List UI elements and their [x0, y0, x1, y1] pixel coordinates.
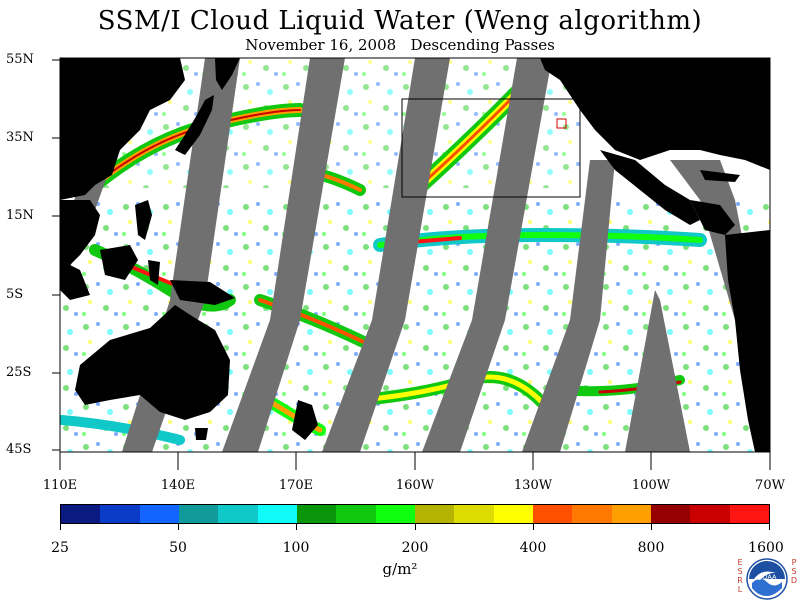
land-asia — [60, 58, 185, 200]
colorbar-segment-16 — [650, 505, 691, 523]
land-tasmania — [195, 428, 208, 440]
svg-text:NOAA: NOAA — [758, 573, 777, 581]
colorbar-segment-5 — [218, 505, 258, 523]
land-new-guinea — [170, 280, 235, 305]
swath-gap-3 — [122, 58, 240, 452]
colorbar-segment-1 — [61, 505, 101, 523]
colorbar-label-1600: 1600 — [748, 540, 784, 556]
lon-ticks — [59, 452, 771, 470]
colorbar-segment-14 — [572, 505, 612, 523]
land-north-america — [540, 58, 770, 170]
land-sumatra — [60, 260, 90, 300]
map-subtitle: November 16, 2008 Descending Passes — [245, 36, 555, 54]
colorbar-segment-7 — [296, 505, 337, 523]
land-japan — [175, 95, 214, 155]
lon-label-70w: 70W — [755, 478, 785, 493]
colorbar-segment-13 — [532, 505, 573, 523]
colorbar-segment-17 — [690, 505, 730, 523]
lon-label-170e: 170E — [278, 478, 314, 493]
land-philippines — [135, 200, 152, 240]
lat-label-15n: 15N — [6, 208, 34, 223]
colorbar-label-400: 400 — [519, 540, 547, 556]
swath-gap-8 — [625, 290, 690, 452]
colorbar — [60, 504, 770, 524]
swath-gap-6 — [422, 58, 552, 452]
lat-label-45s: 45S — [6, 442, 32, 457]
colorbar-segment-9 — [375, 505, 415, 523]
lat-label-35n: 35N — [6, 130, 34, 145]
region-box-npac — [401, 98, 581, 198]
map-title: SSM/I Cloud Liquid Water (Weng algorithm… — [97, 6, 703, 36]
colorbar-label-25: 25 — [51, 540, 69, 556]
colorbar-label-800: 800 — [637, 540, 665, 556]
lat-ticks — [52, 59, 60, 451]
cloud-band-indian — [60, 415, 185, 445]
swath-gap-7 — [522, 160, 615, 452]
lon-label-160w: 160W — [395, 478, 435, 493]
colorbar-segment-2 — [100, 505, 140, 523]
lat-label-55n: 55N — [6, 52, 34, 67]
colorbar-units: g/m² — [382, 560, 418, 578]
land-cuba — [700, 170, 740, 182]
land-mexico — [600, 150, 700, 225]
colorbar-segment-10 — [414, 505, 455, 523]
land-borneo — [100, 245, 138, 280]
land-kamchatka — [215, 58, 240, 90]
land-central-america — [690, 200, 735, 235]
colorbar-label-200: 200 — [401, 540, 429, 556]
swath-gap-4 — [222, 58, 345, 452]
land-australia — [75, 305, 230, 420]
colorbar-label-100: 100 — [282, 540, 310, 556]
swath-gap-5 — [322, 58, 450, 452]
lon-label-130w: 130W — [513, 478, 553, 493]
noaa-badge-icon: NOAA — [746, 558, 788, 600]
lat-label-5s: 5S — [6, 287, 24, 302]
land-sulawesi — [148, 260, 160, 285]
land-indochina — [60, 200, 100, 265]
land-masses — [60, 58, 770, 452]
colorbar-segment-11 — [454, 505, 494, 523]
lon-label-140e: 140E — [160, 478, 196, 493]
lat-label-25s: 25S — [6, 365, 32, 380]
colorbar-segment-18 — [729, 505, 769, 523]
colorbar-segment-3 — [139, 505, 179, 523]
land-new-zealand — [292, 400, 318, 440]
swath-gap-10 — [670, 160, 735, 200]
lon-label-100w: 100W — [631, 478, 671, 493]
colorbar-label-50: 50 — [169, 540, 187, 556]
colorbar-segment-8 — [336, 505, 376, 523]
land-south-america — [725, 230, 770, 452]
region-box-small — [556, 118, 567, 129]
lon-label-110e: 110E — [42, 478, 78, 493]
colorbar-segment-6 — [257, 505, 297, 523]
colorbar-segment-4 — [178, 505, 219, 523]
colorbar-segment-15 — [611, 505, 651, 523]
colorbar-segment-12 — [493, 505, 533, 523]
